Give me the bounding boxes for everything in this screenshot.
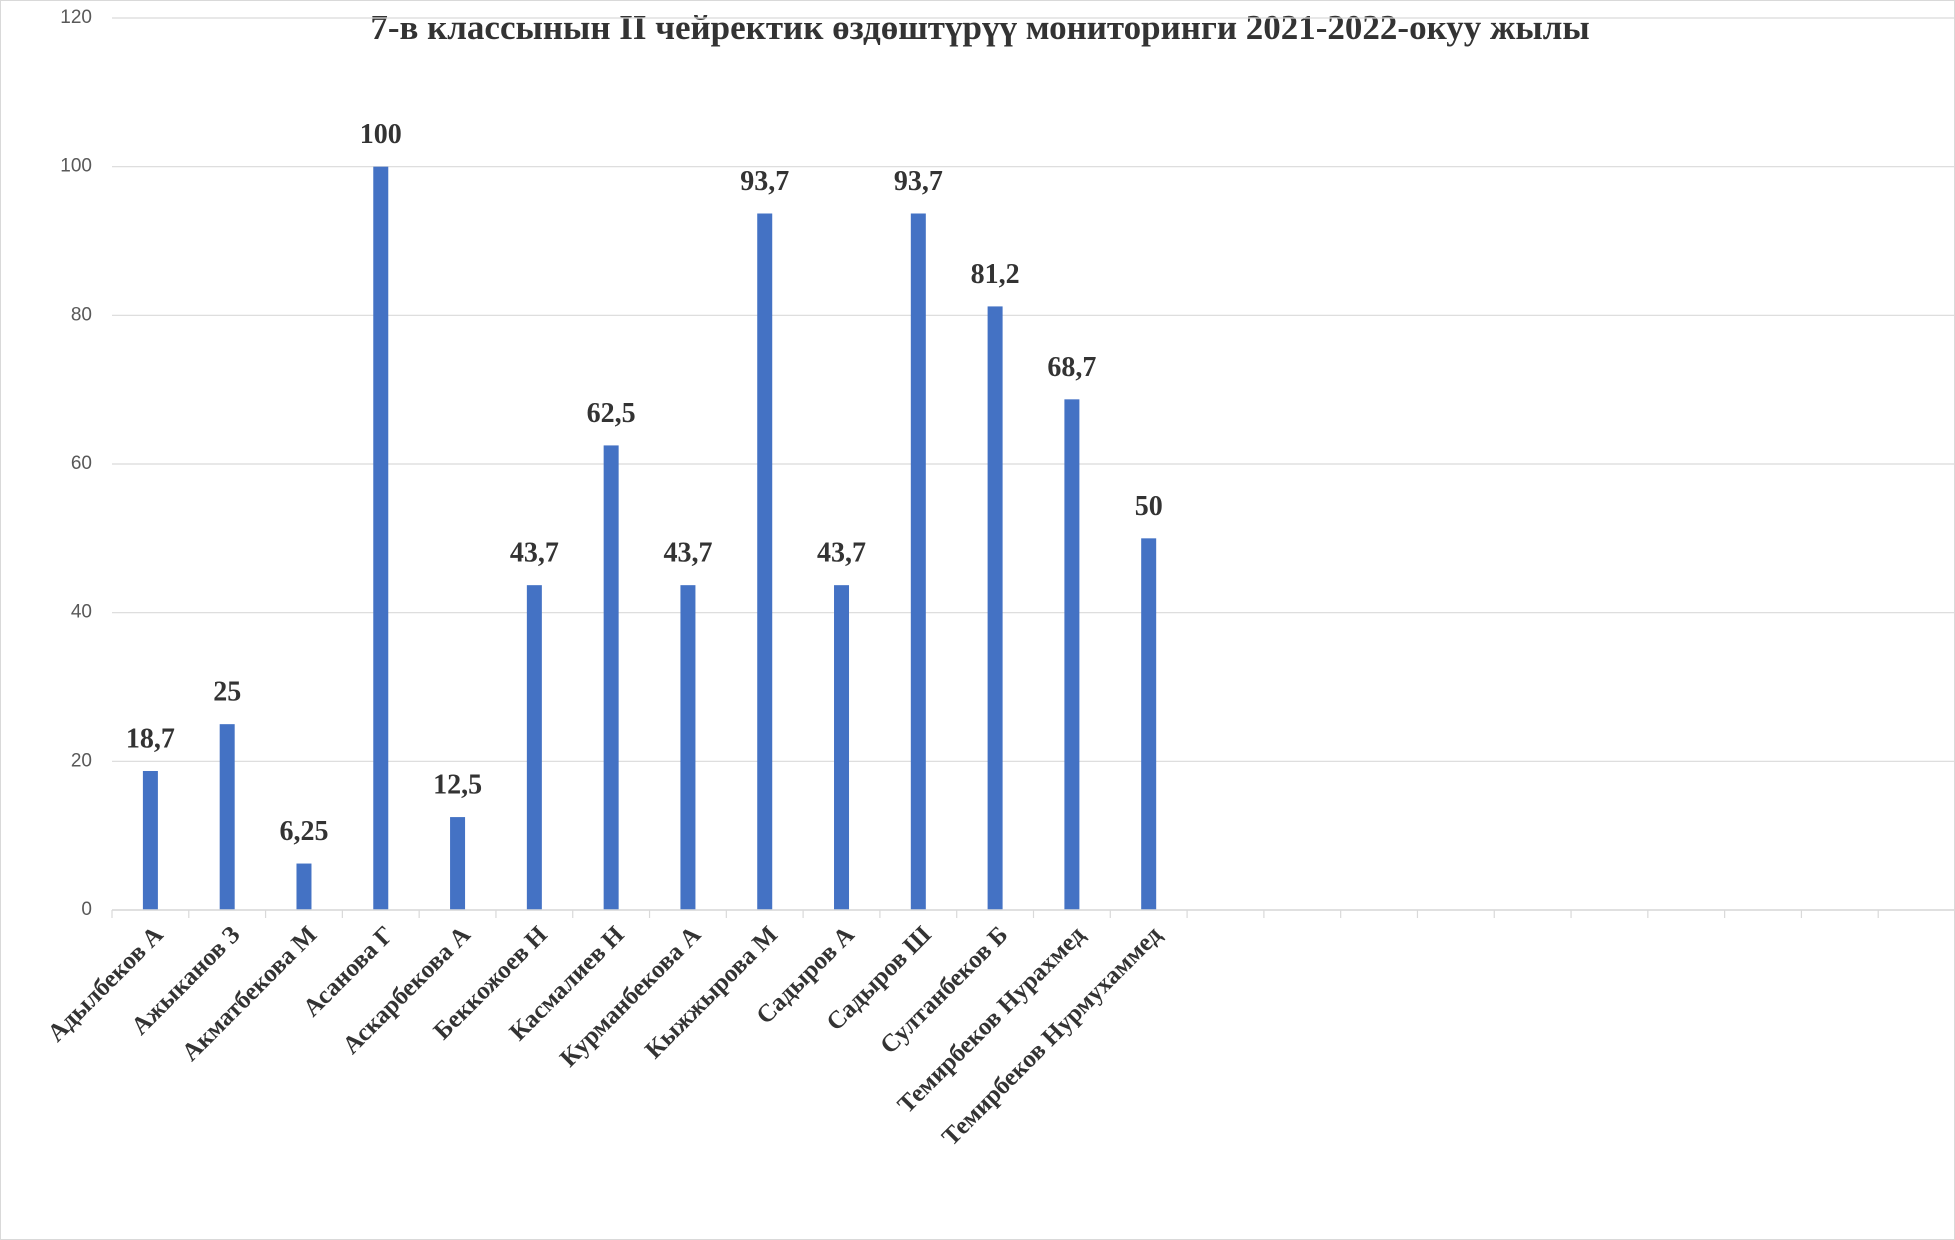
value-label: 12,5: [433, 770, 482, 801]
value-label: 6,25: [279, 816, 328, 847]
y-tick-label: 0: [81, 899, 92, 920]
value-label: 81,2: [971, 259, 1020, 290]
bar: [910, 213, 926, 910]
bar: [450, 817, 466, 910]
value-label: 43,7: [817, 538, 866, 569]
y-tick-label: 40: [71, 602, 92, 623]
bar: [603, 445, 619, 910]
y-tick-label: 100: [60, 156, 92, 177]
bar: [987, 306, 1003, 910]
y-tick-label: 120: [60, 7, 92, 28]
chart-title: 7-в классынын II чейректик өздөштүрүү мо…: [370, 8, 1589, 47]
value-label: 25: [213, 677, 241, 708]
value-label: 50: [1135, 491, 1163, 522]
bar: [1064, 399, 1080, 910]
value-label: 18,7: [126, 723, 175, 754]
bar: [296, 863, 312, 910]
y-tick-label: 60: [71, 453, 92, 474]
y-tick-label: 80: [71, 304, 92, 325]
value-label: 43,7: [663, 538, 712, 569]
value-label: 93,7: [894, 166, 943, 197]
bar: [219, 724, 235, 910]
bar: [680, 585, 696, 910]
value-label: 93,7: [740, 166, 789, 197]
bar: [834, 585, 850, 910]
y-tick-label: 20: [71, 750, 92, 771]
value-label: 43,7: [510, 538, 559, 569]
bar: [526, 585, 542, 910]
value-label: 62,5: [587, 398, 636, 429]
bar: [757, 213, 773, 910]
bar: [373, 166, 389, 910]
bar: [1141, 538, 1157, 910]
value-label: 68,7: [1047, 352, 1096, 383]
bar: [142, 770, 158, 910]
value-label: 100: [360, 119, 402, 150]
